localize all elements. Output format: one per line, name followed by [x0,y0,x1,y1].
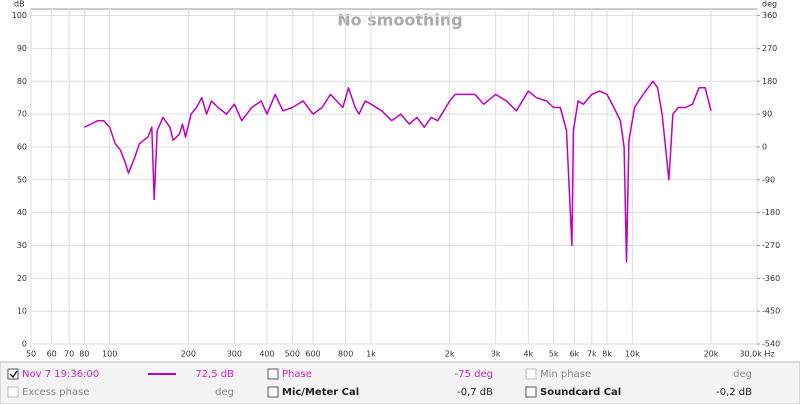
min-phase-label[interactable]: Min phase [540,369,591,380]
y2-tick-label: 180 [762,77,777,86]
y2-tick-label: -180 [762,208,780,217]
y-axis-label: dB [14,0,25,9]
x-tick-label: 10k [625,350,640,359]
x-tick-label: 1k [366,350,376,359]
min-phase-unit: deg [733,369,752,380]
y-tick-label: 0 [22,340,27,349]
x-tick-label: 4k [523,350,533,359]
y2-tick-label: 0 [762,142,767,151]
phase-label[interactable]: Phase [282,369,312,380]
series-name[interactable]: Nov 7 19:36:00 [22,369,99,380]
panel-bg [0,361,800,404]
y-tick-label: 20 [17,274,27,283]
y2-tick-label: 90 [762,110,772,119]
x-tick-label: 7k [587,350,597,359]
x-tick-label: 2k [445,350,455,359]
x-tick-label: 3k [491,350,501,359]
y2-tick-label: -90 [762,175,775,184]
excess-phase-unit: deg [215,387,234,398]
soundcard-cal-value: -0,2 dB [716,387,752,398]
checkbox[interactable] [267,386,279,398]
y2-tick-label: 270 [762,44,777,53]
x-tick-label: 200 [181,350,196,359]
y-tick-label: 40 [17,208,27,217]
checkbox[interactable] [267,368,279,380]
x-tick-label: 5k [549,350,559,359]
x-tick-label: 300 [227,350,242,359]
x-tick-label: 60 [47,350,57,359]
x-tick-label: 70 [64,350,74,359]
y-tick-label: 100 [12,11,27,20]
value: 72,5 dB [195,369,234,380]
y-tick-label: 10 [17,307,27,316]
y2-tick-label: -450 [762,307,780,316]
x-tick-label: 50 [26,350,36,359]
plot-area [30,8,758,345]
x-tick-label: 30,0k Hz [739,350,774,359]
checkbox[interactable] [7,368,19,380]
soundcard-cal-label[interactable]: Soundcard Cal [540,387,621,398]
x-tick-label: 800 [338,350,353,359]
y-tick-label: 60 [17,142,27,151]
y-tick-label: 30 [17,241,27,250]
y2-axis-label: deg [762,0,777,9]
x-tick-label: 600 [305,350,320,359]
x-tick-label: 100 [102,350,117,359]
x-tick-label: 500 [285,350,300,359]
x-tick-label: 400 [259,350,274,359]
checkbox[interactable] [525,386,537,398]
y2-tick-label: -270 [762,241,780,250]
x-tick-label: 8k [602,350,612,359]
y-tick-label: 50 [17,175,27,184]
y-tick-label: 90 [17,44,27,53]
mic-cal-value: -0,7 dB [457,387,493,398]
x-tick-label: 20k [704,350,719,359]
y2-tick-label: -360 [762,274,780,283]
x-tick-label: 80 [79,350,89,359]
y-tick-label: 70 [17,110,27,119]
chart-title: No smoothing [337,11,463,30]
checkbox[interactable] [525,368,537,380]
y2-tick-label: -540 [762,340,780,349]
excess-phase-label[interactable]: Excess phase [22,387,90,398]
phase-value: -75 deg [455,369,493,380]
y-tick-label: 80 [17,77,27,86]
y2-tick-label: 360 [762,11,777,20]
control-panel: Nov 7 19:36:00 72,5 dB Phase -75 deg Min… [0,361,800,404]
x-tick-label: 6k [569,350,579,359]
data-line [83,80,712,263]
mic-cal-label[interactable]: Mic/Meter Cal [282,387,359,398]
checkbox[interactable] [7,386,19,398]
checkmark [9,370,18,379]
